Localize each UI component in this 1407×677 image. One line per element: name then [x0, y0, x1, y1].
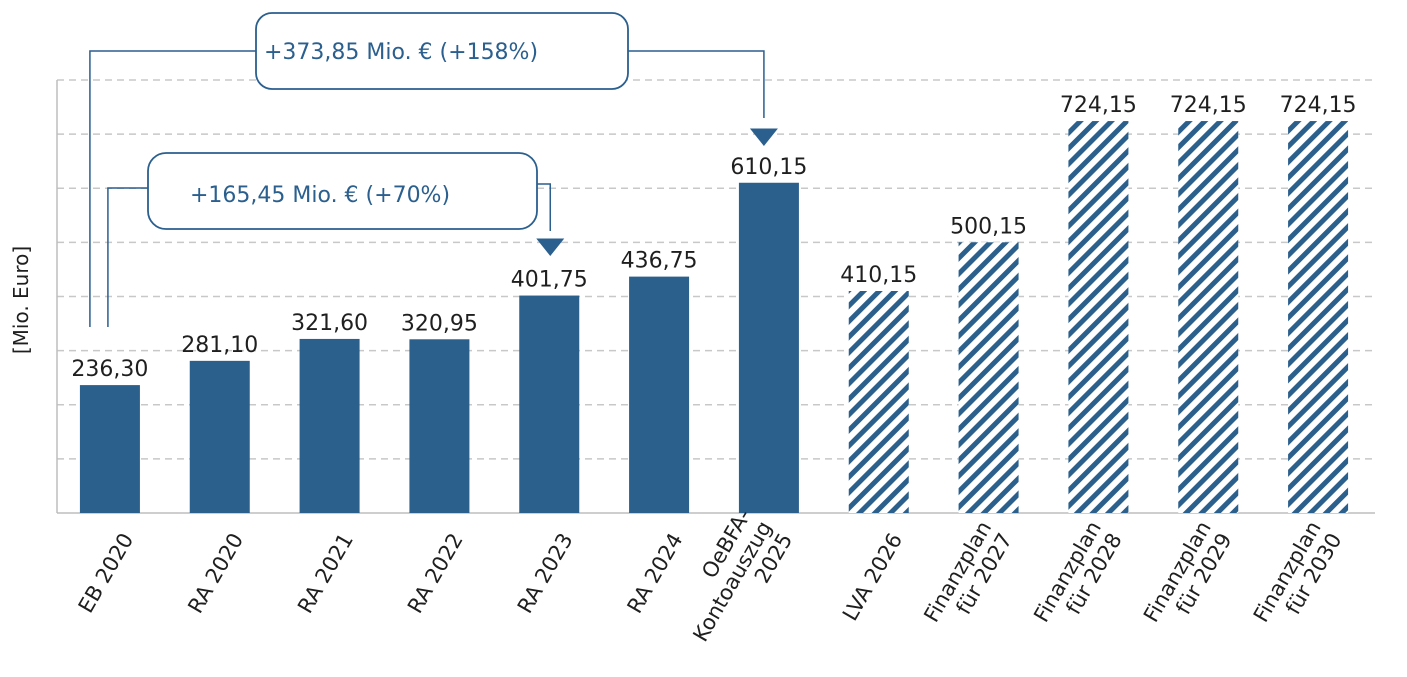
value-label: 281,10	[181, 333, 258, 358]
category-label: EB 2020	[74, 529, 139, 617]
annotation-arrow	[749, 128, 778, 146]
category-label-line: RA 2020	[183, 529, 248, 617]
category-label: RA 2024	[623, 529, 688, 617]
value-label: 410,15	[840, 263, 917, 288]
bar	[299, 338, 360, 513]
bar	[629, 276, 690, 513]
annotation-text: +373,85 Mio. € (+158%)	[264, 40, 538, 65]
value-label: 724,15	[1170, 93, 1247, 118]
bar	[958, 242, 1019, 513]
bar	[79, 385, 140, 513]
value-labels: 236,30 281,10 321,60 320,95 401,75 436,75 610,…	[71, 93, 1356, 382]
y-axis-label: [Mio. Euro]	[9, 246, 33, 354]
annotation-line	[89, 50, 256, 327]
value-label: 320,95	[401, 311, 478, 336]
category-label-line: RA 2024	[623, 529, 688, 617]
bar	[1288, 121, 1349, 514]
annotation-arrow	[536, 238, 565, 256]
category-label-line: RA 2021	[293, 529, 358, 617]
category-label: RA 2022	[403, 529, 468, 617]
bar	[1178, 121, 1239, 514]
category-label: LVA 2026	[838, 529, 907, 625]
annotation-line	[537, 183, 551, 231]
annotation-line	[628, 50, 765, 118]
value-label: 321,60	[291, 311, 368, 336]
category-label-line: EB 2020	[74, 529, 139, 617]
bar	[1068, 121, 1129, 514]
bar	[848, 291, 909, 513]
value-label: 500,15	[950, 214, 1027, 239]
category-label: RA 2020	[183, 529, 248, 617]
gridlines	[57, 79, 1375, 460]
category-labels: EB 2020 RA 2020 RA 2021 RA 2022 RA 2023 RA 20…	[74, 505, 1347, 646]
annotation-box	[147, 152, 538, 230]
bar	[738, 182, 799, 513]
category-label-line: RA 2023	[513, 529, 578, 617]
bar	[409, 339, 470, 513]
category-label: RA 2021	[293, 529, 358, 617]
bars	[79, 121, 1349, 514]
annotation-line	[107, 187, 148, 327]
value-label: 724,15	[1280, 93, 1357, 118]
category-label-line: RA 2022	[403, 529, 468, 617]
value-label: 610,15	[730, 155, 807, 180]
category-label-line: LVA 2026	[838, 529, 907, 625]
annotation-text: +165,45 Mio. € (+70%)	[190, 183, 450, 208]
bar	[189, 360, 250, 513]
bar	[519, 295, 580, 513]
annotation-box	[255, 12, 629, 90]
value-label: 236,30	[71, 357, 148, 382]
value-label: 436,75	[621, 249, 698, 274]
annotations: +373,85 Mio. € (+158%) +165,45 Mio. € (+7…	[89, 12, 778, 327]
category-label: RA 2023	[513, 529, 578, 617]
value-label: 724,15	[1060, 93, 1137, 118]
axes	[56, 80, 1375, 514]
value-label: 401,75	[511, 268, 588, 293]
